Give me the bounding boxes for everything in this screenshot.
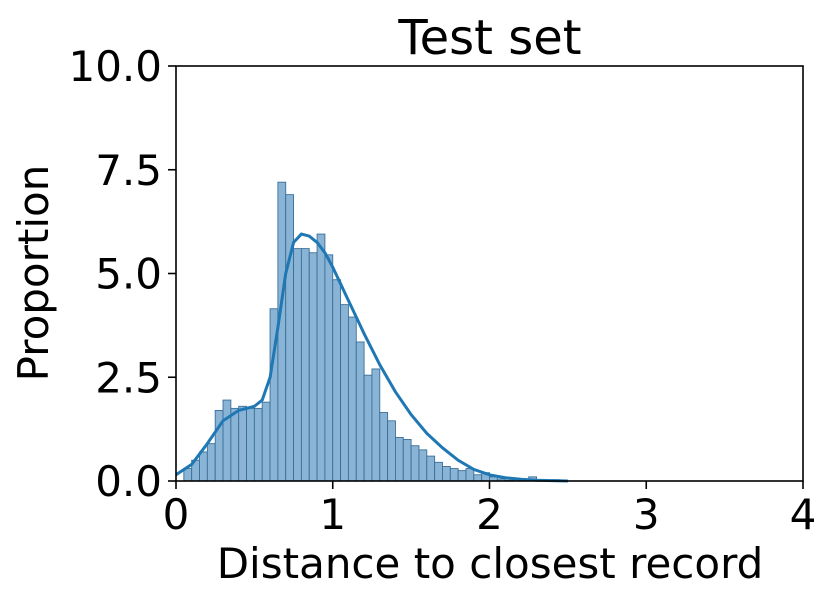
histogram-bar — [206, 443, 216, 482]
histogram-bar — [285, 194, 295, 482]
histogram-bar — [434, 461, 443, 482]
histogram-bar — [277, 181, 287, 482]
histogram-bar — [199, 451, 208, 482]
histogram-bar — [449, 468, 459, 482]
x-axis-ticks: 0 1 2 3 4 — [163, 481, 817, 539]
histogram-bar — [332, 279, 342, 482]
histogram-bar — [473, 474, 483, 482]
histogram-bar — [347, 316, 357, 482]
x-tick-label: 4 — [790, 490, 817, 539]
y-tick-label: 10.0 — [68, 42, 162, 91]
histogram-bar — [395, 436, 404, 482]
histogram-bar — [355, 341, 365, 482]
histogram-bar — [324, 254, 334, 482]
y-tick-label: 2.5 — [95, 353, 162, 402]
histogram-bar — [410, 445, 420, 482]
histogram-bar — [253, 407, 263, 482]
histogram-bar — [402, 439, 412, 482]
chart-title: Test set — [397, 10, 581, 66]
histogram-bar — [457, 470, 467, 482]
y-tick-label: 5.0 — [95, 250, 162, 299]
histogram-bar — [261, 401, 271, 482]
x-tick-label: 3 — [633, 490, 660, 539]
y-axis-label: Proportion — [9, 165, 58, 382]
histogram-bar — [387, 420, 396, 482]
histogram-bar — [442, 466, 451, 482]
histogram-bar — [340, 304, 349, 482]
histogram-bar — [308, 252, 318, 482]
kde-curve — [175, 232, 568, 483]
histogram-bar — [238, 405, 247, 482]
histogram-bar — [316, 233, 326, 482]
histogram-bar — [230, 407, 240, 482]
x-axis-label: Distance to closest record — [217, 539, 764, 588]
x-tick-label: 2 — [476, 490, 503, 539]
histogram-bar — [418, 449, 428, 482]
y-tick-label: 0.0 — [95, 457, 162, 506]
y-tick-label: 7.5 — [95, 146, 162, 195]
histogram-bars — [183, 181, 561, 482]
histogram-bar — [371, 368, 381, 482]
histogram-bar — [363, 374, 373, 482]
histogram-bar — [293, 248, 302, 482]
histogram-bar — [246, 407, 255, 482]
histogram-bar — [426, 455, 436, 482]
y-axis-ticks: 0.0 2.5 5.0 7.5 10.0 — [68, 42, 176, 506]
x-tick-label: 1 — [319, 490, 346, 539]
histogram-bar — [300, 248, 310, 482]
x-tick-label: 0 — [163, 490, 190, 539]
histogram-bar — [379, 412, 389, 482]
histogram-bar — [222, 399, 232, 482]
